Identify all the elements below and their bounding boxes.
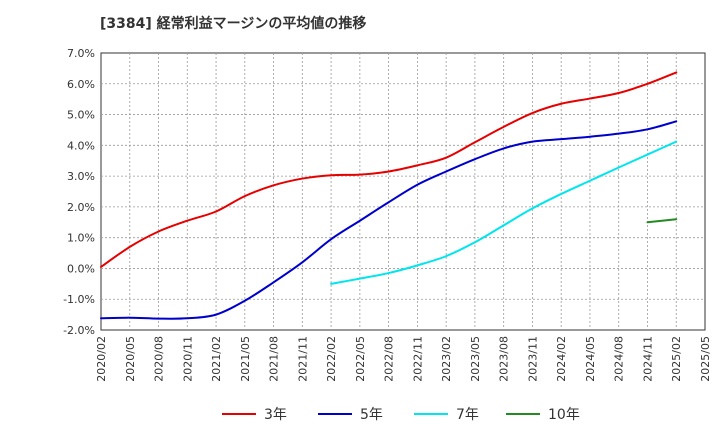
- y-tick-label: 7.0%: [67, 47, 95, 60]
- legend-label-1: 3年: [264, 407, 287, 423]
- x-tick-label: 2020/11: [181, 336, 194, 382]
- y-tick-label: 3.0%: [67, 170, 95, 183]
- y-tick-label: 2.0%: [67, 201, 95, 214]
- x-tick-label: 2021/08: [268, 336, 281, 382]
- y-tick-label: 1.0%: [67, 232, 95, 245]
- x-tick-label: 2024/02: [555, 336, 568, 382]
- x-tick-label: 2023/11: [526, 336, 539, 382]
- plot-frame: [100, 52, 706, 331]
- chart-title: [3384] 経常利益マージンの平均値の推移: [100, 16, 367, 32]
- x-tick-label: 2020/05: [124, 336, 137, 382]
- x-tick-label: 2021/02: [210, 336, 223, 382]
- x-tick-label: 2022/08: [383, 336, 396, 382]
- y-tick-label: 0.0%: [67, 262, 95, 275]
- x-tick-label: 2021/11: [296, 336, 309, 382]
- y-tick-label: 4.0%: [67, 139, 95, 152]
- x-tick-label: 2024/11: [641, 336, 654, 382]
- x-tick-label: 2023/02: [440, 336, 453, 382]
- x-tick-label: 2022/05: [354, 336, 367, 382]
- series-line-4: [646, 218, 678, 224]
- series-line-2: [100, 120, 678, 320]
- axis-layer: 7.0% 6.0% 5.0% 4.0% 3.0% 2.0% 1.0% 0.0% -1.0% -2.…: [63, 47, 712, 382]
- x-tick-label: 2020/02: [95, 336, 108, 382]
- legend-label-2: 5年: [360, 407, 383, 423]
- grid-layer: [100, 52, 706, 331]
- y-tick-label: -1.0%: [63, 293, 95, 306]
- x-tick-label: 2023/05: [469, 336, 482, 382]
- series-line-3: [330, 140, 678, 285]
- legend: 3年 5年 7年 10年: [222, 407, 580, 423]
- y-tick-label: 6.0%: [67, 78, 95, 91]
- y-tick-label: -2.0%: [63, 324, 95, 337]
- series-layer: [100, 71, 678, 320]
- x-tick-label: 2020/08: [153, 336, 166, 382]
- legend-label-4: 10年: [548, 407, 580, 423]
- x-tick-label: 2024/05: [584, 336, 597, 382]
- x-tick-label: 2022/02: [325, 336, 338, 382]
- y-tick-label: 5.0%: [67, 109, 95, 122]
- legend-label-3: 7年: [456, 407, 479, 423]
- x-tick-label: 2021/05: [239, 336, 252, 382]
- x-tick-label: 2025/05: [699, 336, 712, 382]
- x-tick-label: 2022/11: [411, 336, 424, 382]
- x-tick-label: 2024/08: [613, 336, 626, 382]
- series-line-1: [100, 71, 678, 268]
- x-tick-label: 2025/02: [670, 336, 683, 382]
- x-tick-label: 2023/08: [498, 336, 511, 382]
